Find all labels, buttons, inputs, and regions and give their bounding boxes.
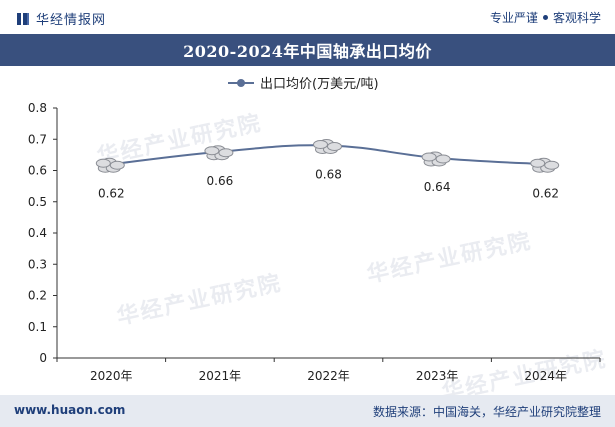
footer-source: 数据来源：中国海关，华经产业研究院整理 — [372, 405, 601, 419]
legend: 出口均价(万美元/吨) — [228, 73, 379, 92]
x-tick-label: 2020年 — [90, 369, 133, 383]
footer-url-link[interactable]: www.huaon.com — [14, 403, 126, 417]
slogan-left: 专业严谨 — [489, 11, 538, 25]
y-tick-label: 0.7 — [28, 132, 47, 146]
x-tick-label: 2023年 — [416, 369, 459, 383]
y-tick-label: 0.3 — [28, 257, 47, 271]
brand-logo-icon — [17, 12, 29, 25]
y-tick-label: 0.5 — [28, 195, 47, 209]
data-point-marker — [421, 151, 451, 167]
y-tick-label: 0.2 — [28, 289, 47, 303]
coin-stack-icon — [530, 158, 546, 168]
data-point-marker — [313, 139, 342, 154]
data-label: 0.62 — [532, 186, 559, 200]
coin-stack-icon — [421, 152, 437, 162]
coin-stack-icon — [109, 160, 125, 170]
brand-name: 华经情报网 — [36, 13, 107, 28]
slogan-dot-icon — [542, 15, 548, 20]
coin-stack-icon — [95, 158, 111, 168]
legend-label: 出口均价(万美元/吨) — [260, 77, 379, 92]
slogan: 专业严谨 客观科学 — [490, 9, 601, 26]
coin-stack-icon — [218, 148, 234, 158]
coin-stack-icon — [204, 146, 220, 156]
line-chart: 0 0.1 0.2 0.3 0.4 0.5 0.6 0.7 0.8 2020年 2021年 2022年… — [28, 101, 601, 383]
x-tick-label: 2024年 — [524, 369, 567, 383]
title-band: 2020-2024年中国轴承出口均价 — [0, 34, 615, 66]
footer: www.huaon.com 数据来源：中国海关，华经产业研究院整理 — [0, 395, 615, 427]
x-tick-label: 2022年 — [307, 369, 350, 383]
data-point-marker — [204, 145, 234, 161]
coin-stack-icon — [435, 154, 451, 164]
y-tick-label: 0.8 — [28, 101, 47, 115]
data-label: 0.62 — [98, 186, 125, 200]
legend-line-icon — [228, 78, 254, 88]
coin-stack-icon — [327, 142, 342, 151]
data-label: 0.64 — [424, 180, 451, 194]
slogan-right: 客观科学 — [552, 11, 601, 25]
y-tick-label: 0.6 — [28, 164, 47, 178]
y-tick-label: 0 — [39, 351, 47, 365]
data-point-marker — [530, 157, 560, 173]
top-bar: 华经情报网 专业严谨 客观科学 — [0, 0, 615, 34]
coin-stack-icon — [313, 140, 328, 149]
brand[interactable]: 华经情报网 — [16, 9, 106, 28]
chart-title: 2020-2024年中国轴承出口均价 — [183, 42, 432, 61]
y-tick-label: 0.4 — [28, 226, 47, 240]
data-point-marker — [95, 157, 125, 173]
data-label: 0.68 — [315, 168, 342, 182]
coin-stack-icon — [544, 160, 560, 170]
data-label: 0.66 — [207, 174, 234, 188]
y-tick-label: 0.1 — [28, 320, 47, 334]
x-tick-label: 2021年 — [199, 369, 242, 383]
